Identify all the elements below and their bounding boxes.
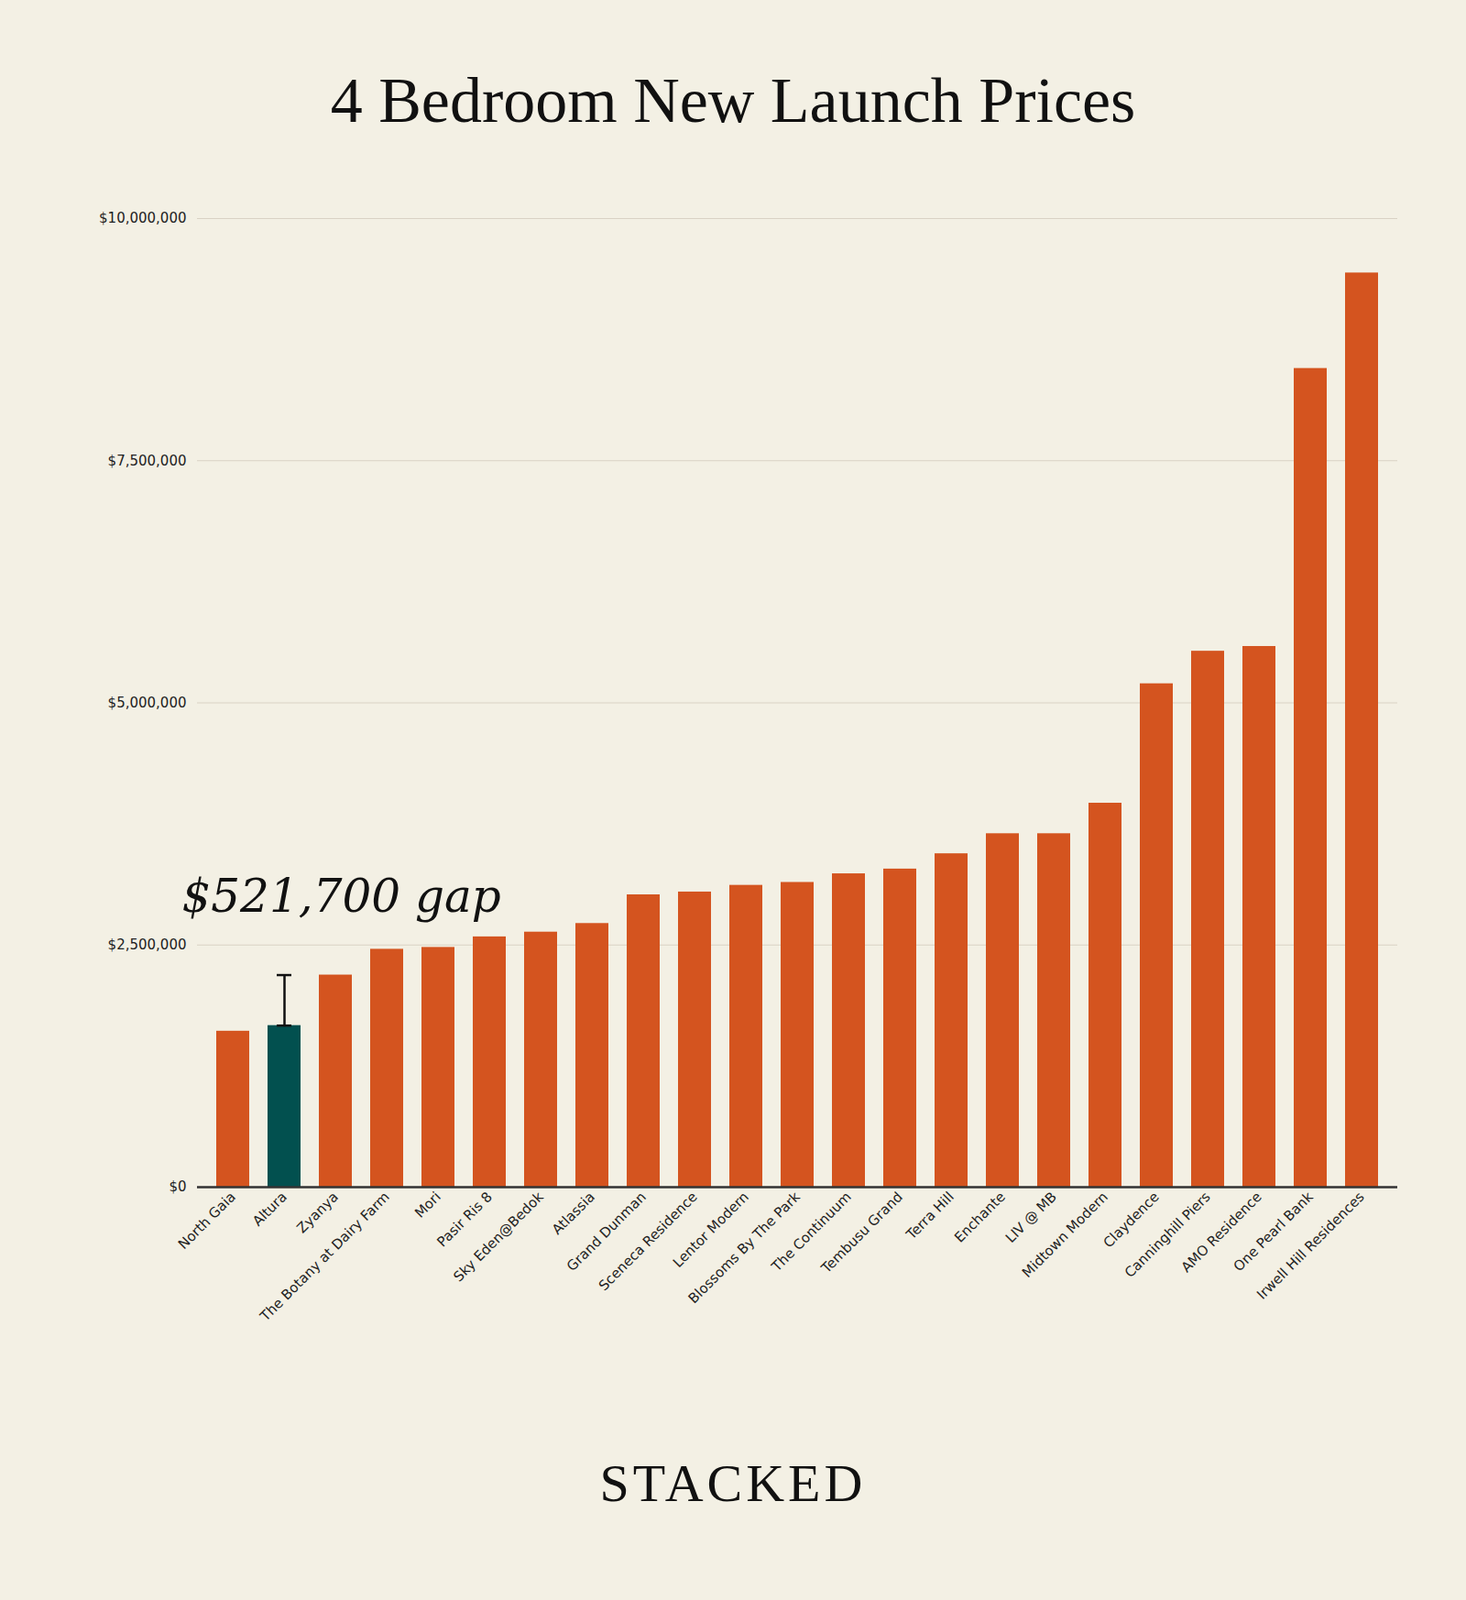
svg-text:Lentor Modern: Lentor Modern (669, 1188, 752, 1271)
svg-text:Canninghill Piers: Canninghill Piers (1121, 1188, 1215, 1281)
html-text:4 Bedroom New Launch Prices: 4 Bedroom New Launch Prices (330, 65, 1136, 136)
svg-text:AMO Residence: AMO Residence (1177, 1188, 1266, 1276)
svg-text:Claydence: Claydence (1099, 1188, 1163, 1251)
svg-text:The Continuum: The Continuum (768, 1188, 855, 1275)
svg-text:Pasir Ris 8: Pasir Ris 8 (433, 1188, 496, 1251)
svg-text:Atlassia: Atlassia (548, 1188, 599, 1238)
svg-text:$521,700 gap: $521,700 gap (182, 869, 502, 923)
svg-text:One Pearl Bank: One Pearl Bank (1230, 1188, 1317, 1275)
svg-text:$5,000,000: $5,000,000 (108, 694, 187, 712)
svg-text:North Gaia: North Gaia (175, 1188, 240, 1253)
svg-text:$2,500,000: $2,500,000 (108, 936, 187, 953)
svg-text:Sky Eden@Bedok: Sky Eden@Bedok (449, 1188, 548, 1286)
svg-text:Tembusu Grand: Tembusu Grand (817, 1188, 907, 1278)
html-text:STACKED: STACKED (599, 1453, 867, 1513)
svg-text:LIV @ MB: LIV @ MB (1002, 1188, 1060, 1246)
svg-text:Altura: Altura (249, 1188, 291, 1230)
svg-text:Zyanya: Zyanya (293, 1188, 341, 1237)
svg-text:Grand Dunman: Grand Dunman (563, 1188, 650, 1275)
svg-text:$10,000,000: $10,000,000 (98, 209, 186, 227)
svg-text:Blossoms By The Park: Blossoms By The Park (684, 1188, 804, 1307)
svg-text:$7,500,000: $7,500,000 (108, 452, 187, 470)
svg-text:The Botany at Dairy Farm: The Botany at Dairy Farm (256, 1188, 394, 1325)
svg-text:Enchante: Enchante (951, 1188, 1009, 1247)
svg-text:Midtown Modern: Midtown Modern (1018, 1188, 1112, 1281)
svg-text:Mori: Mori (411, 1188, 445, 1222)
svg-text:Irwell Hill Residences: Irwell Hill Residences (1253, 1188, 1368, 1303)
svg-text:$0: $0 (168, 1178, 186, 1195)
svg-text:Terra Hill: Terra Hill (902, 1188, 958, 1244)
svg-text:Sceneca Residence: Sceneca Residence (595, 1188, 701, 1294)
